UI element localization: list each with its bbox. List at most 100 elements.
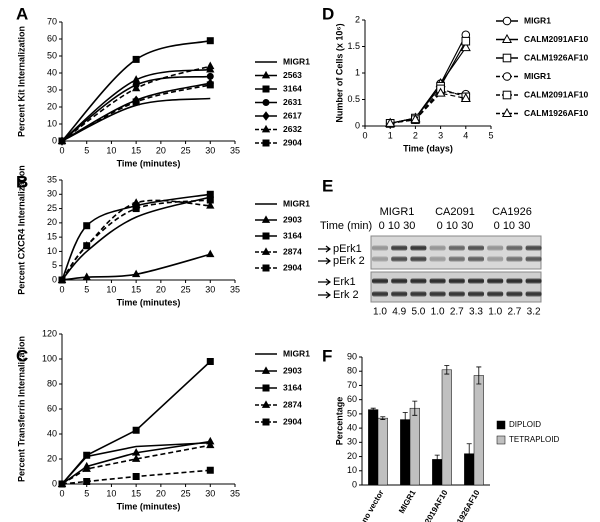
band bbox=[372, 256, 388, 262]
legend-label: 2563 bbox=[283, 70, 302, 80]
y-tick-label: 20 bbox=[47, 101, 57, 111]
y-axis-label: Number of Cells (x 10⁶) bbox=[334, 23, 344, 122]
legend-marker bbox=[261, 215, 271, 223]
band bbox=[525, 278, 542, 284]
marker bbox=[206, 37, 214, 45]
x-tick-label: no vector bbox=[360, 489, 386, 522]
series-line bbox=[61, 199, 211, 281]
series-line bbox=[390, 92, 466, 124]
band bbox=[410, 245, 427, 251]
y-tick-label: 10 bbox=[47, 118, 57, 128]
legend-label: MIGR1 bbox=[283, 56, 310, 66]
band bbox=[468, 245, 484, 251]
marker bbox=[82, 464, 91, 472]
y-tick-label: 60 bbox=[347, 394, 357, 404]
series-line bbox=[61, 199, 211, 281]
error-bar bbox=[380, 416, 386, 420]
panel-label: F bbox=[322, 346, 332, 365]
marker bbox=[131, 454, 141, 462]
band bbox=[391, 256, 408, 262]
marker bbox=[132, 473, 140, 480]
marker bbox=[132, 55, 140, 63]
x-tick-label: 2 bbox=[413, 130, 418, 140]
legend-label: 2874 bbox=[283, 246, 302, 256]
band bbox=[429, 245, 446, 251]
legend-marker bbox=[261, 247, 271, 255]
band bbox=[525, 291, 542, 297]
band bbox=[448, 278, 465, 284]
time-label: Time (min) bbox=[320, 220, 372, 232]
y-tick-label: 20 bbox=[47, 453, 57, 463]
y-tick-label: 100 bbox=[42, 353, 57, 363]
legend-label: 2874 bbox=[283, 399, 302, 409]
y-tick-label: 30 bbox=[347, 437, 357, 447]
y-axis-label: Percent CXCR4 Internalization bbox=[16, 165, 26, 295]
marker bbox=[410, 114, 421, 124]
legend-marker bbox=[262, 232, 270, 240]
legend-marker bbox=[262, 85, 270, 93]
arrows bbox=[318, 245, 331, 299]
y-tick-label: 60 bbox=[47, 33, 57, 43]
y-tick-label: 40 bbox=[47, 428, 57, 438]
marker bbox=[206, 466, 214, 474]
marker bbox=[206, 196, 214, 204]
marker bbox=[132, 98, 140, 106]
legend-label: MIGR1 bbox=[524, 15, 551, 25]
legend-label: 3164 bbox=[283, 382, 302, 392]
y-tick-label: 40 bbox=[347, 422, 357, 432]
x-axis-label: Time (minutes) bbox=[117, 158, 181, 168]
band bbox=[429, 256, 446, 262]
y-tick-label: 2 bbox=[355, 14, 360, 24]
x-tick-label: 20 bbox=[156, 284, 166, 294]
legend-label: CALM1926AF10 bbox=[524, 52, 589, 62]
x-tick-label: 20 bbox=[156, 145, 166, 155]
quantification: 5.0 bbox=[411, 307, 425, 318]
marker bbox=[206, 61, 215, 70]
marker bbox=[132, 426, 140, 434]
band bbox=[468, 291, 484, 297]
western-blot: E Time (min) MIGR1 CA2091 CA1926 0 10 30… bbox=[318, 176, 542, 303]
legend-marker bbox=[501, 107, 513, 118]
bar bbox=[368, 409, 379, 486]
y-tick-label: 10 bbox=[347, 465, 357, 475]
x-tick-label: 10 bbox=[106, 284, 116, 294]
x-tick-label: 5 bbox=[84, 145, 89, 155]
quantification: 2.7 bbox=[450, 307, 464, 318]
error-bar bbox=[476, 366, 482, 385]
legend-label: MIGR1 bbox=[524, 71, 551, 81]
marker bbox=[58, 480, 66, 488]
series-line bbox=[390, 47, 467, 124]
x-tick-label: 30 bbox=[205, 284, 215, 294]
y-tick-label: 20 bbox=[47, 217, 57, 227]
series-line bbox=[390, 40, 467, 124]
legend-label: 3164 bbox=[283, 230, 302, 240]
marker bbox=[206, 249, 215, 258]
marker bbox=[82, 272, 91, 281]
series-line bbox=[390, 34, 467, 124]
marker bbox=[460, 92, 471, 102]
marker bbox=[460, 41, 471, 52]
series-line bbox=[61, 440, 211, 485]
band bbox=[372, 291, 388, 297]
y-tick-label: 80 bbox=[47, 378, 57, 388]
timepoints: 0 10 30 bbox=[437, 220, 474, 232]
x-tick-label: 15 bbox=[131, 145, 141, 155]
legend-marker bbox=[501, 33, 513, 44]
legend-marker bbox=[262, 111, 270, 121]
band bbox=[487, 278, 504, 284]
x-tick-label: 10 bbox=[106, 145, 116, 155]
marker bbox=[206, 440, 215, 449]
group-label: CA1926 bbox=[492, 206, 532, 218]
y-tick-label: 40 bbox=[47, 67, 57, 77]
y-tick-label: 1 bbox=[355, 67, 360, 77]
band bbox=[506, 256, 523, 262]
series-line bbox=[61, 253, 211, 281]
panel-label: E bbox=[322, 176, 333, 195]
x-tick-label: 0 bbox=[59, 488, 64, 498]
series-line bbox=[61, 196, 211, 281]
x-tick-label: 30 bbox=[205, 145, 215, 155]
band-label: pErk 2 bbox=[333, 255, 365, 267]
band bbox=[448, 245, 465, 251]
marker bbox=[206, 190, 214, 198]
x-tick-label: 3 bbox=[438, 130, 443, 140]
